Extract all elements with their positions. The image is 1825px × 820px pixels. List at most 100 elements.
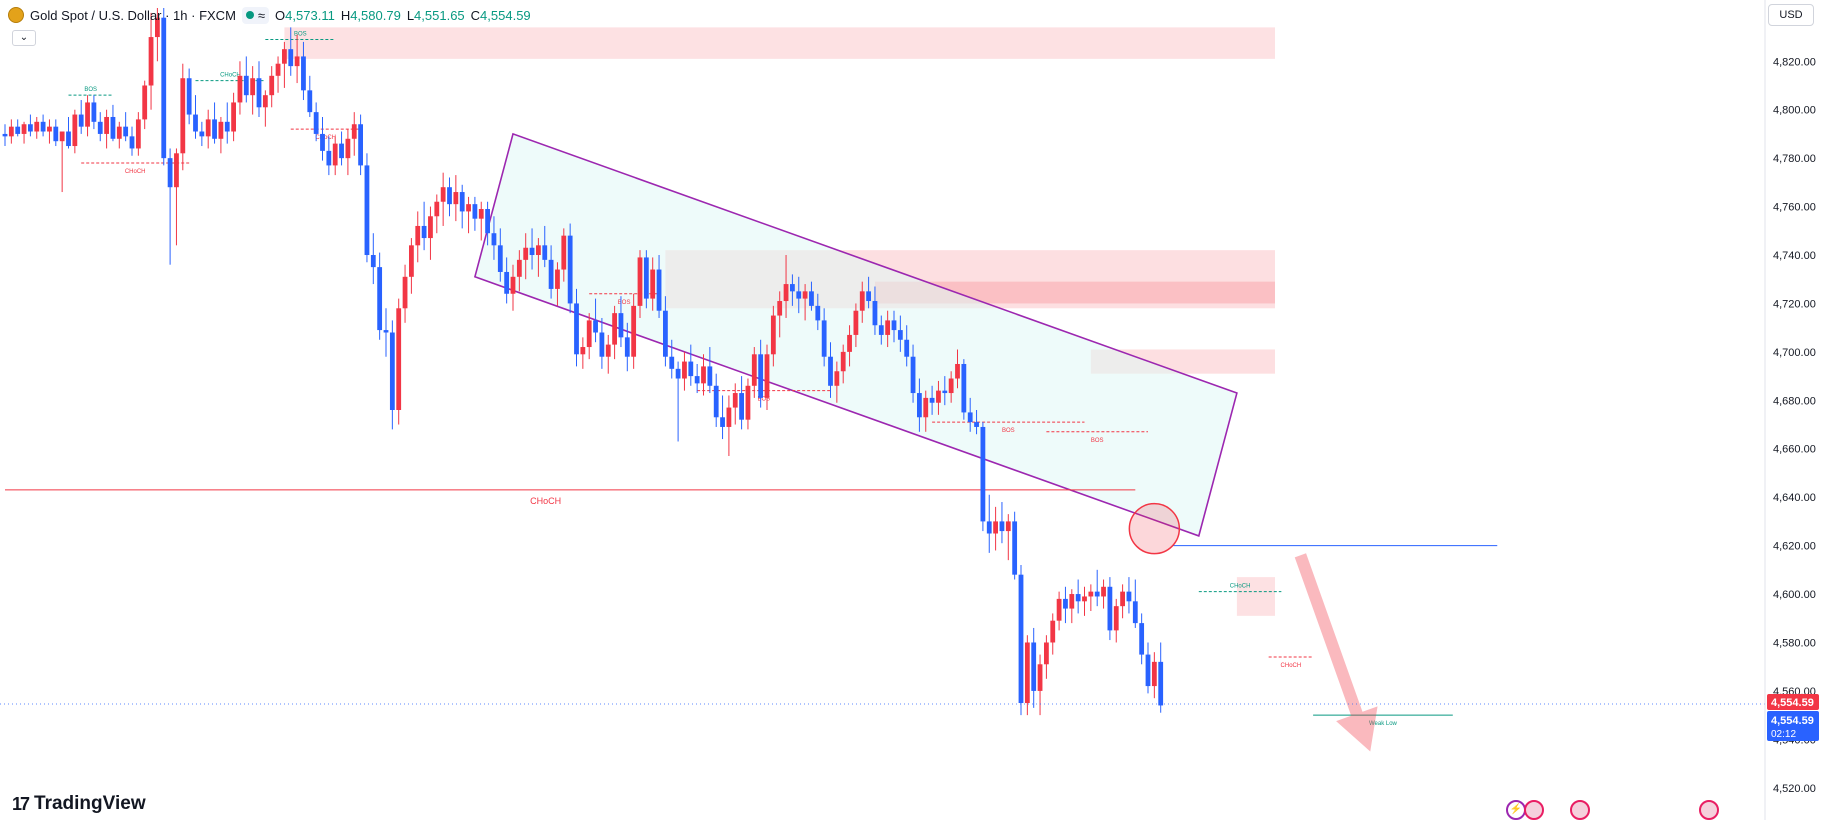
candle-body (478, 209, 484, 219)
candle-body (828, 356, 833, 386)
candle-body (66, 131, 71, 147)
candle-body (434, 201, 440, 217)
candle (1082, 586, 1087, 616)
candle (732, 383, 738, 425)
candle (713, 373, 719, 427)
candle (294, 34, 300, 84)
candle-body (364, 165, 370, 256)
candle (663, 296, 668, 367)
candle-body (790, 284, 795, 292)
candle-body (421, 225, 427, 239)
candle (224, 102, 230, 144)
candle-body (155, 17, 160, 38)
candle (383, 308, 389, 357)
candle (599, 317, 605, 369)
candle (491, 216, 497, 260)
lightning-event-icon[interactable]: ⚡ (1506, 800, 1526, 820)
candle (218, 116, 224, 154)
candle (948, 371, 954, 403)
collapse-legend-button[interactable]: ⌄ (12, 30, 36, 46)
candle-body (599, 332, 605, 357)
candle (605, 334, 611, 374)
candle-body (275, 63, 281, 76)
candle (993, 506, 998, 551)
structure-label: Weak Low (1369, 721, 1398, 727)
candle-body (59, 131, 65, 142)
candle (262, 90, 268, 127)
candle-body (231, 102, 236, 132)
candle-body (53, 126, 59, 142)
candle-body (332, 143, 338, 166)
structure-label: BOS (618, 300, 631, 306)
candle (8, 119, 14, 144)
candle-body (339, 143, 344, 159)
supply-zone (284, 27, 1275, 59)
candle-body (167, 158, 173, 188)
candle (828, 342, 833, 398)
bar-countdown-label: 02:12 (1771, 729, 1796, 740)
candle-body (409, 245, 414, 277)
symbol-title[interactable]: Gold Spot / U.S. Dollar · 1h · FXCM (30, 7, 236, 23)
candle-body (256, 78, 262, 108)
candle-body (377, 267, 383, 331)
candle-body (948, 378, 954, 394)
candle (656, 255, 662, 318)
tradingview-mark-icon: 17 (12, 793, 30, 814)
candle (377, 252, 383, 340)
candle-body (1094, 591, 1100, 597)
candle (1151, 652, 1157, 699)
candle-body (904, 339, 910, 357)
candle (821, 308, 827, 367)
currency-button[interactable]: USD (1768, 4, 1814, 26)
candle (872, 286, 878, 335)
candle (1120, 584, 1125, 619)
candle (631, 293, 637, 369)
candle (91, 95, 97, 130)
us-flag-event-icon[interactable] (1570, 800, 1590, 820)
candle-body (212, 119, 217, 139)
candle (307, 75, 313, 117)
candle (815, 293, 821, 331)
us-flag-event-icon[interactable] (1699, 800, 1719, 820)
candle-body (764, 354, 770, 398)
candle (1088, 584, 1094, 611)
candle (1145, 642, 1151, 694)
candle (1101, 579, 1106, 609)
breakout-highlight-circle (1128, 502, 1181, 555)
candle-body (980, 426, 986, 522)
candle-body (504, 271, 510, 294)
candle-body (847, 334, 852, 352)
candle (999, 502, 1005, 544)
candle-body (91, 102, 97, 122)
candle-body (1056, 598, 1062, 621)
candle-body (396, 308, 402, 410)
candle-body (307, 90, 313, 113)
annotations (0, 502, 1765, 752)
supply-zone (1236, 577, 1275, 616)
candle (586, 313, 592, 360)
candle (421, 201, 427, 251)
us-flag-event-icon[interactable] (1524, 800, 1544, 820)
candle (2, 124, 8, 147)
candle (669, 339, 675, 379)
candle-body (993, 521, 998, 534)
tradingview-logo[interactable]: 17 TradingView (12, 793, 146, 815)
candle-body (116, 126, 122, 139)
candle-body (1024, 642, 1030, 704)
candle-body (180, 78, 186, 154)
candle (275, 56, 281, 93)
candle-body (453, 192, 459, 205)
candle-body (675, 368, 681, 379)
ohlc-close: C4,554.59 (470, 7, 531, 23)
price-axis[interactable]: 4,520.004,540.004,560.004,580.004,600.00… (1764, 0, 1825, 820)
market-status-badge[interactable]: ≈ (241, 6, 270, 24)
candle (516, 250, 522, 292)
price-tick-label: 4,660.00 (1773, 444, 1816, 456)
candle (332, 136, 338, 176)
candle-body (205, 119, 211, 137)
candle-body (859, 291, 865, 311)
candle-body (129, 136, 135, 149)
candle (1113, 598, 1119, 643)
structure-label: CHoCH (125, 169, 146, 175)
